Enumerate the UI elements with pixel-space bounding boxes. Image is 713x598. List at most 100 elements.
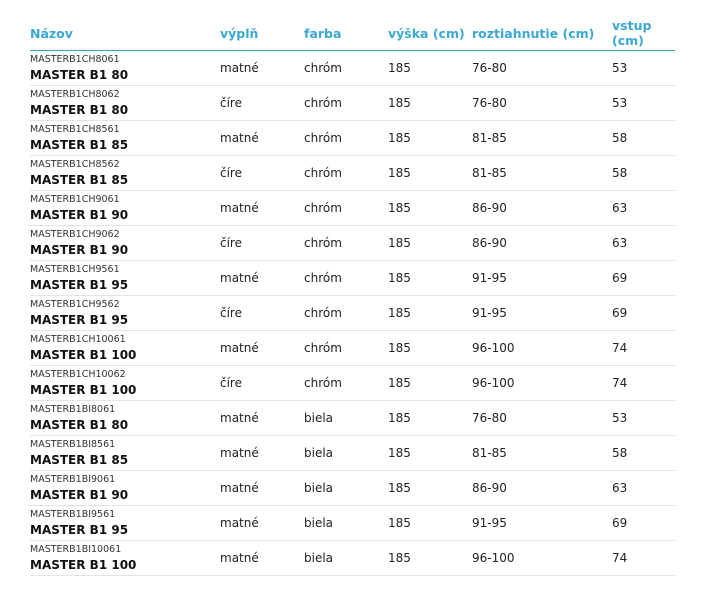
cell-range: 96-100 — [472, 330, 612, 366]
cell-entry: 69 — [612, 505, 675, 541]
product-code: MASTERB1CH9062 — [30, 229, 120, 240]
product-cell: MASTERB1CH9562 MASTER B1 95 — [30, 295, 220, 331]
cell-fill: číre — [220, 365, 304, 401]
cell-range: 86-90 — [472, 470, 612, 506]
product-code: MASTERB1CH9561 — [30, 264, 120, 275]
cell-color: chróm — [304, 225, 388, 261]
cell-entry: 74 — [612, 330, 675, 366]
product-name: MASTER B1 90 — [30, 208, 129, 222]
cell-entry: 58 — [612, 435, 675, 471]
cell-entry: 69 — [612, 260, 675, 296]
product-cell: MASTERB1BI8561 MASTER B1 85 — [30, 435, 220, 471]
cell-color: biela — [304, 470, 388, 506]
header-name: Názov — [30, 16, 220, 51]
product-cell: MASTERB1CH9061 MASTER B1 90 — [30, 190, 220, 226]
product-cell: MASTERB1CH8062 MASTER B1 80 — [30, 85, 220, 121]
product-code: MASTERB1BI9561 — [30, 509, 116, 520]
cell-height: 185 — [388, 295, 472, 331]
cell-range: 86-90 — [472, 190, 612, 226]
cell-height: 185 — [388, 330, 472, 366]
cell-height: 185 — [388, 190, 472, 226]
cell-range: 86-90 — [472, 225, 612, 261]
cell-height: 185 — [388, 50, 472, 86]
table-row: MASTERB1CH9561 MASTER B1 95 matné chróm 185 9… — [30, 260, 675, 296]
cell-color: biela — [304, 505, 388, 541]
cell-color: chróm — [304, 85, 388, 121]
cell-entry: 53 — [612, 85, 675, 121]
cell-color: chróm — [304, 190, 388, 226]
cell-fill: matné — [220, 470, 304, 506]
cell-height: 185 — [388, 155, 472, 191]
cell-height: 185 — [388, 225, 472, 261]
product-code: MASTERB1CH9562 — [30, 299, 120, 310]
table-row: MASTERB1BI8561 MASTER B1 85 matné biela 185 8… — [30, 435, 675, 471]
table-row: MASTERB1BI10061 MASTER B1 100 matné biela 18… — [30, 540, 675, 576]
cell-range: 81-85 — [472, 435, 612, 471]
table-row: MASTERB1CH8061 MASTER B1 80 matné chróm 185 7… — [30, 50, 675, 86]
product-code: MASTERB1CH8561 — [30, 124, 120, 135]
cell-fill: číre — [220, 225, 304, 261]
product-code: MASTERB1CH8062 — [30, 89, 120, 100]
cell-range: 81-85 — [472, 155, 612, 191]
cell-color: chróm — [304, 155, 388, 191]
product-cell: MASTERB1BI10061 MASTER B1 100 — [30, 540, 220, 576]
cell-fill: matné — [220, 435, 304, 471]
cell-fill: matné — [220, 400, 304, 436]
product-cell: MASTERB1BI8061 MASTER B1 80 — [30, 400, 220, 436]
product-name: MASTER B1 100 — [30, 348, 137, 362]
product-name: MASTER B1 100 — [30, 383, 137, 397]
product-name: MASTER B1 85 — [30, 173, 129, 187]
cell-height: 185 — [388, 435, 472, 471]
cell-entry: 63 — [612, 225, 675, 261]
table-row: MASTERB1CH8561 MASTER B1 85 matné chróm 185 8… — [30, 120, 675, 156]
cell-range: 91-95 — [472, 260, 612, 296]
cell-color: chróm — [304, 260, 388, 296]
product-name: MASTER B1 80 — [30, 68, 129, 82]
cell-fill: matné — [220, 505, 304, 541]
cell-fill: matné — [220, 540, 304, 576]
header-row: Názov výplň farba výška (cm) roztiahnuti… — [30, 16, 675, 51]
product-name: MASTER B1 90 — [30, 488, 129, 502]
cell-fill: matné — [220, 260, 304, 296]
cell-entry: 74 — [612, 540, 675, 576]
header-range: roztiahnutie (cm) — [472, 16, 612, 51]
product-code: MASTERB1CH8061 — [30, 54, 120, 65]
cell-color: biela — [304, 435, 388, 471]
table-row: MASTERB1CH8062 MASTER B1 80 číre chróm 185 76… — [30, 85, 675, 121]
cell-entry: 63 — [612, 470, 675, 506]
product-cell: MASTERB1CH8561 MASTER B1 85 — [30, 120, 220, 156]
product-code: MASTERB1BI10061 — [30, 544, 122, 555]
cell-height: 185 — [388, 260, 472, 296]
product-name: MASTER B1 80 — [30, 103, 129, 117]
product-cell: MASTERB1CH9062 MASTER B1 90 — [30, 225, 220, 261]
product-cell: MASTERB1BI9061 MASTER B1 90 — [30, 470, 220, 506]
product-code: MASTERB1CH9061 — [30, 194, 120, 205]
header-height: výška (cm) — [388, 16, 472, 51]
product-name: MASTER B1 90 — [30, 243, 129, 257]
header-fill: výplň — [220, 16, 304, 51]
table-row: MASTERB1BI9061 MASTER B1 90 matné biela 185 8… — [30, 470, 675, 506]
cell-entry: 63 — [612, 190, 675, 226]
product-cell: MASTERB1CH10062 MASTER B1 100 — [30, 365, 220, 401]
header-color: farba — [304, 16, 388, 51]
cell-range: 81-85 — [472, 120, 612, 156]
header-entry: vstup (cm) — [612, 16, 675, 51]
product-name: MASTER B1 80 — [30, 418, 129, 432]
product-code: MASTERB1BI9061 — [30, 474, 116, 485]
cell-height: 185 — [388, 470, 472, 506]
cell-color: biela — [304, 540, 388, 576]
cell-color: biela — [304, 400, 388, 436]
cell-fill: matné — [220, 50, 304, 86]
table-row: MASTERB1CH8562 MASTER B1 85 číre chróm 185 81… — [30, 155, 675, 191]
cell-fill: matné — [220, 120, 304, 156]
product-name: MASTER B1 95 — [30, 313, 129, 327]
product-code: MASTERB1CH10061 — [30, 334, 126, 345]
product-name: MASTER B1 85 — [30, 138, 129, 152]
cell-color: chróm — [304, 120, 388, 156]
table-row: MASTERB1CH10062 MASTER B1 100 číre chróm 185… — [30, 365, 675, 401]
cell-range: 96-100 — [472, 540, 612, 576]
cell-range: 91-95 — [472, 505, 612, 541]
product-cell: MASTERB1CH10061 MASTER B1 100 — [30, 330, 220, 366]
cell-height: 185 — [388, 400, 472, 436]
cell-entry: 74 — [612, 365, 675, 401]
